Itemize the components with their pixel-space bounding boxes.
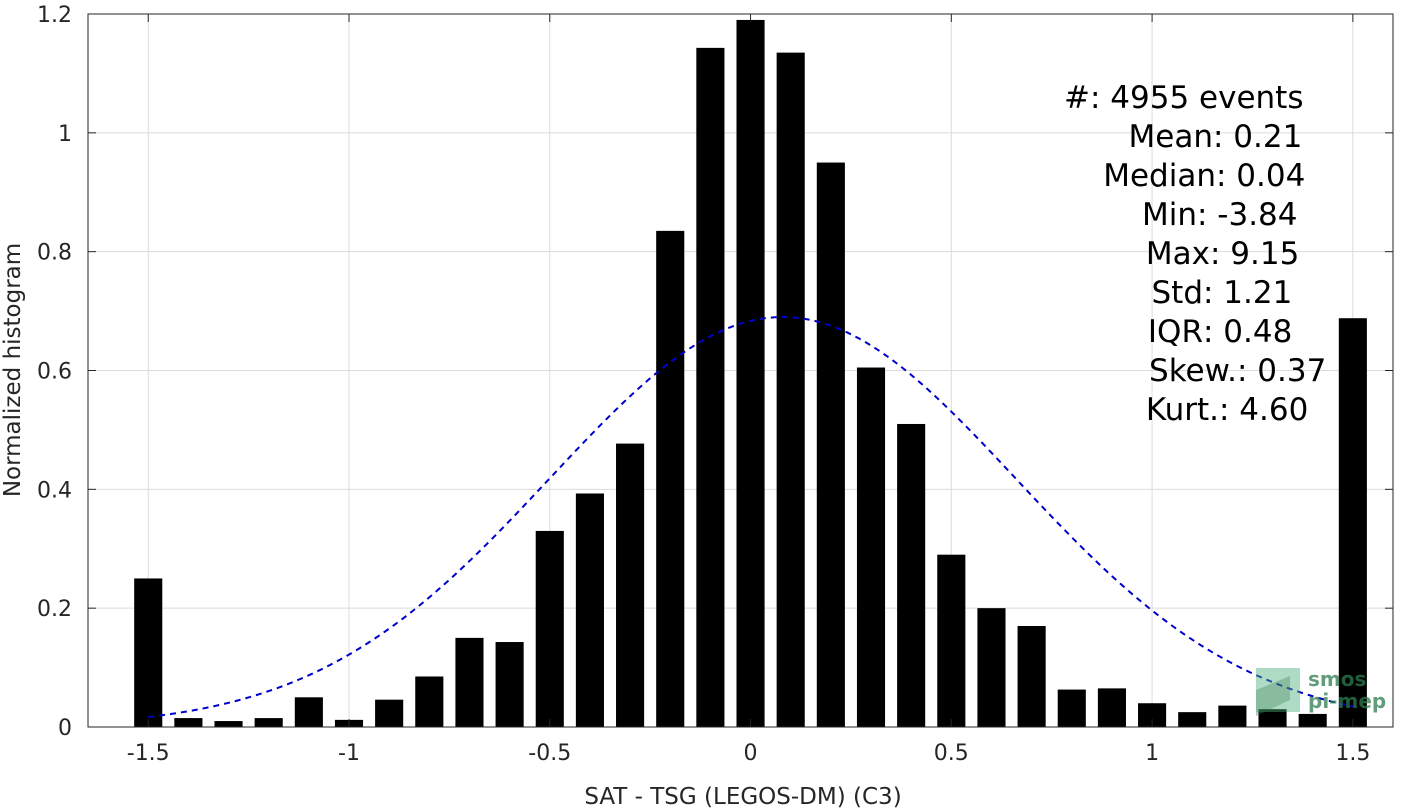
stat-value: : 0.21 (1213, 119, 1302, 155)
y-tick-label: 1.2 (37, 3, 72, 28)
x-tick-label: -1 (338, 741, 360, 766)
stat-value: : 0.48 (1203, 314, 1292, 350)
x-tick-label: 0 (744, 741, 758, 766)
logo-shape-2 (1256, 676, 1290, 716)
histogram-bar (495, 642, 524, 727)
histogram-bar (1258, 709, 1287, 727)
histogram-bar (1178, 712, 1207, 727)
logo-text-pimep: pi-mep (1308, 689, 1386, 713)
histogram-bar (1218, 705, 1247, 727)
stat-label: Max (1146, 236, 1210, 272)
histogram-bar (776, 52, 805, 727)
histogram-bar (415, 676, 444, 727)
logo-text-smos: smos (1308, 667, 1366, 691)
logo-shape (1256, 668, 1300, 712)
y-tick-label: 0.8 (37, 241, 72, 266)
histogram-bar (174, 718, 203, 727)
x-tick-label: -1.5 (127, 741, 170, 766)
y-tick-label: 0.2 (37, 597, 72, 622)
histogram-bar (535, 530, 564, 727)
histogram-bar (575, 493, 604, 727)
histogram-bar (1138, 703, 1167, 727)
y-tick-label: 1 (58, 122, 72, 147)
stat-value: : -3.84 (1197, 197, 1298, 233)
stat-value: : 4.60 (1219, 392, 1308, 428)
x-axis-label: SAT - TSG (LEGOS-DM) (C3) (584, 784, 901, 809)
histogram-bar (736, 19, 765, 728)
histogram-bar (294, 697, 323, 727)
x-tick-label: 1 (1145, 741, 1159, 766)
histogram-bar (656, 230, 685, 727)
stat-value: : 1.21 (1203, 275, 1292, 311)
histogram-bar (455, 637, 484, 727)
axis-ticks: -1.5 -1 -0.5 0 0.5 1 1.5 0 0.2 0.4 0.6 0.8 1 1.2 (37, 3, 1393, 766)
stat-value: : 9.15 (1210, 236, 1299, 272)
stat-label: Median (1103, 158, 1216, 194)
histogram-bar (856, 367, 886, 727)
x-tick-label: 0.5 (934, 741, 969, 766)
histogram-bar (937, 554, 966, 727)
histogram-bar (214, 721, 243, 727)
stat-label: Std (1151, 275, 1203, 311)
stat-label: Mean (1129, 119, 1213, 155)
x-tick-label: -0.5 (528, 741, 571, 766)
stat-label: Kurt. (1146, 392, 1219, 428)
x-tick-label: 1.5 (1335, 741, 1370, 766)
gaussian-fit-curve (148, 316, 1354, 718)
histogram-bar (816, 162, 845, 727)
histogram-bar (1298, 713, 1327, 727)
histogram-bar (897, 423, 926, 727)
stat-value: : 0.04 (1216, 158, 1305, 194)
histogram-bar (1338, 318, 1367, 727)
histogram-bar (1017, 625, 1046, 727)
stat-label: IQR (1148, 314, 1203, 350)
stat-label: Skew. (1149, 353, 1237, 389)
smos-pimep-logo: smos pi-mep (1256, 667, 1386, 716)
stat-label: Min (1142, 197, 1197, 233)
stat-value: : 4955 events (1090, 80, 1304, 116)
histogram-bar (1057, 689, 1086, 727)
histogram-bar (254, 718, 283, 727)
y-tick-label: 0.4 (37, 478, 72, 503)
y-tick-label: 0.6 (37, 360, 72, 385)
histogram-bars (134, 19, 1367, 728)
y-tick-label: 0 (58, 716, 72, 741)
y-axis-label: Normalized histogram (0, 243, 26, 497)
histogram-bar (696, 47, 725, 728)
histogram-bar (134, 578, 163, 727)
histogram-bar (977, 608, 1006, 727)
histogram-bar (1097, 688, 1126, 727)
stat-value: : 0.37 (1237, 353, 1326, 389)
histogram-bar (375, 699, 404, 727)
stat-label: # (1064, 80, 1090, 116)
histogram-bar (616, 443, 645, 727)
